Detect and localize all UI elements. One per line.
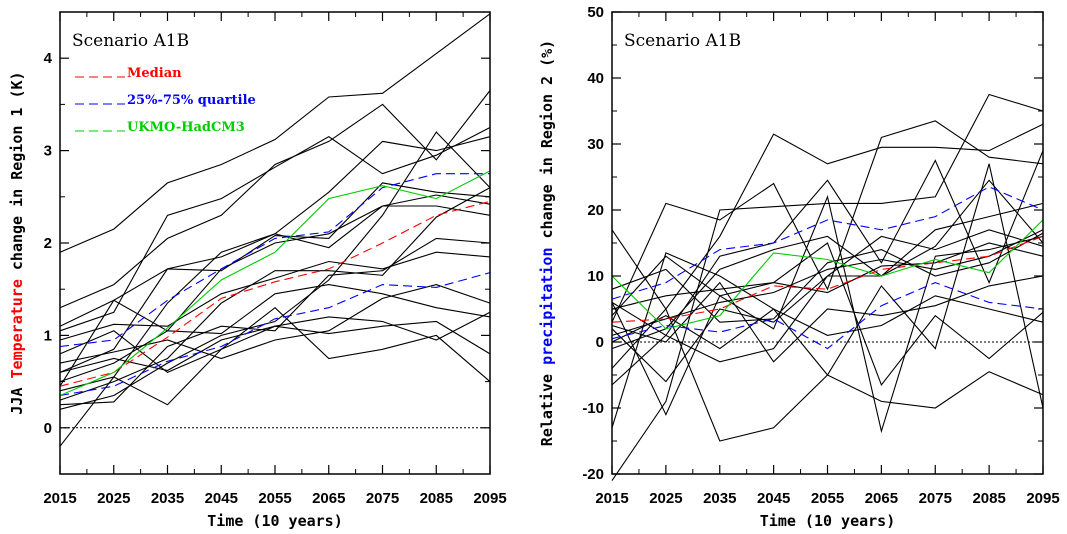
- chart2-series-line-18: [611, 232, 1044, 323]
- chart1-series-line-14: [59, 251, 491, 341]
- chart2-yaxis-title-pre: Relative: [538, 365, 556, 446]
- chart1-xtick-label: 2075: [366, 490, 399, 507]
- chart2-xtick-label: 2095: [1026, 490, 1059, 507]
- chart1-legend-label: 25%-75% quartile: [127, 93, 256, 108]
- chart1-series-line-1: [59, 200, 491, 387]
- chart2-ytick-label: 20: [587, 202, 604, 219]
- chart2-ytick-label: 40: [587, 70, 604, 87]
- chart2-series-line-15: [611, 229, 1044, 336]
- chart2-series-line-2: [611, 186, 1044, 300]
- chart1-series-line-7: [59, 127, 491, 332]
- chart2-series-line-1: [611, 235, 1044, 323]
- precipitation-chart: 2015 2025 2035 2045 2055 2065 2075 2085 2095 -20 -…: [538, 4, 1060, 530]
- chart1-series-line-13: [59, 187, 491, 401]
- chart2-xtick-label: 2025: [649, 490, 682, 507]
- chart2-yaxis-title-highlight: precipitation: [538, 248, 556, 365]
- chart2-yaxis-title: Relative precipitation change in Region …: [538, 40, 556, 446]
- chart1-series-line-15: [59, 237, 491, 406]
- chart1-ytick-label: 4: [44, 50, 53, 67]
- chart2-xtick-label: 2035: [703, 490, 736, 507]
- chart1-series-line-20: [59, 311, 491, 374]
- chart1-series-line-16: [59, 284, 491, 335]
- chart1-yaxis-title: JJA Temperature change in Region 1 (K): [8, 71, 26, 414]
- chart1-yaxis-title-pre: JJA: [8, 378, 26, 414]
- chart1-series-line-8: [59, 136, 491, 373]
- chart2-ytick-label: 30: [587, 136, 604, 153]
- chart2-series-line-10: [611, 194, 1044, 434]
- chart1-ytick-label: 0: [44, 420, 52, 437]
- chart1-series-line-3: [59, 272, 491, 397]
- chart1-series-line-10: [59, 182, 491, 387]
- chart1-series-line-9: [59, 131, 491, 410]
- chart1-yaxis-title-post: change in Region 1 (K): [8, 71, 26, 279]
- chart1-series-line-18: [59, 306, 491, 406]
- chart2-ytick-label: -20: [582, 466, 604, 483]
- chart2-xtick-label: 2015: [595, 490, 628, 507]
- chart2-xtick-label: 2065: [865, 490, 898, 507]
- chart1-xtick-label: 2095: [473, 490, 506, 507]
- chart2-series-line-17: [611, 295, 1044, 350]
- chart2-series-line-13: [611, 242, 1044, 416]
- chart1-ytick-label: 3: [44, 143, 52, 160]
- chart2-series-line-6: [611, 120, 1044, 323]
- chart1-legend-label: UKMO-HadCM3: [127, 120, 245, 135]
- chart1-xtick-label: 2015: [43, 490, 76, 507]
- chart1-xtick-label: 2045: [205, 490, 238, 507]
- chart1-ytick-label: 2: [44, 235, 52, 252]
- chart2-xtick-label: 2045: [757, 490, 790, 507]
- chart1-legend-label: Median: [127, 66, 182, 81]
- chart2-ytick-label: -10: [582, 400, 604, 417]
- chart1-series-line-5: [59, 13, 491, 253]
- chart1-yaxis-title-highlight: Temperature: [8, 279, 26, 378]
- chart1-xtick-label: 2025: [97, 490, 130, 507]
- chart1-title: Scenario A1B: [72, 31, 189, 51]
- chart2-series-line-4: [611, 219, 1044, 330]
- chart1-xtick-label: 2065: [312, 490, 345, 507]
- chart2-xtick-label: 2075: [919, 490, 952, 507]
- chart1-xtick-label: 2035: [151, 490, 184, 507]
- chart2-xaxis-title: Time (10 years): [760, 512, 895, 530]
- chart2-xtick-label: 2055: [811, 490, 844, 507]
- chart1-series-line-19: [59, 284, 491, 364]
- chart2-series-line-20: [611, 202, 1044, 350]
- chart1-xtick-label: 2085: [420, 490, 453, 507]
- chart1-series-line-12: [59, 205, 491, 447]
- chart1-xtick-label: 2055: [258, 490, 291, 507]
- chart1-series-line-2: [59, 173, 490, 348]
- chart1-xaxis-title: Time (10 years): [207, 512, 342, 530]
- chart2-series-line-14: [611, 229, 1044, 386]
- chart1-series-line-6: [59, 90, 491, 309]
- chart1-series-line-17: [59, 320, 491, 373]
- temperature-chart: 2015 2025 2035 2045 2055 2065 2075 2085 2095 0 1 2 3…: [8, 11, 507, 530]
- chart2-ytick-label: 0: [596, 334, 604, 351]
- chart1-series-line-11: [59, 194, 491, 383]
- chart2-title: Scenario A1B: [624, 31, 741, 51]
- chart2-series-line-3: [611, 282, 1044, 350]
- chart2-ytick-label: 50: [587, 4, 604, 21]
- chart2-series-line-5: [611, 123, 1044, 310]
- chart2-series-line-16: [611, 275, 1044, 363]
- chart1-ytick-label: 1: [44, 327, 52, 344]
- chart2-ytick-label: 10: [587, 268, 604, 285]
- chart2-series-line-19: [611, 242, 1044, 310]
- chart2-yaxis-title-post: change in Region 2 (%): [538, 40, 556, 248]
- chart1-series-line-4: [59, 170, 491, 397]
- chart2-series-line-12: [611, 307, 1044, 442]
- chart2-series-line-7: [611, 93, 1044, 481]
- chart2-series-line-11: [611, 179, 1044, 383]
- chart2-xtick-label: 2085: [972, 490, 1005, 507]
